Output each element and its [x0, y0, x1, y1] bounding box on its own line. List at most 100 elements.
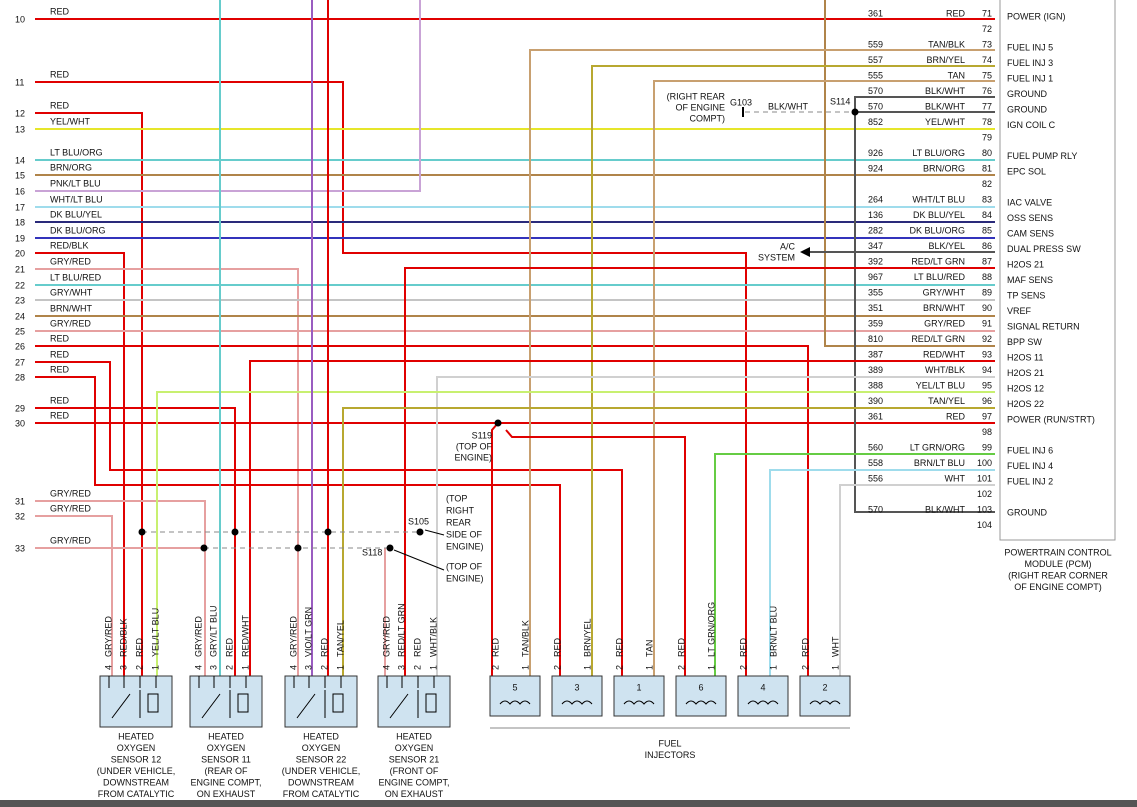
- sensor-caption: DOWNSTREAM: [103, 777, 169, 787]
- wire-color: TAN/BLK: [928, 39, 965, 49]
- sensor-caption: SENSOR 11: [201, 754, 251, 764]
- wire-color: LT BLU/ORG: [50, 147, 103, 157]
- splice-dot: [294, 544, 302, 552]
- pin-function: POWER (RUN/STRT): [1007, 414, 1095, 424]
- wire-color: LT BLU/RED: [914, 272, 966, 282]
- pin-number: 3: [118, 665, 128, 670]
- sensor-symbol: [296, 690, 344, 719]
- wire-color: LT BLU/RED: [50, 272, 102, 282]
- splice-location: ENGINE): [446, 541, 484, 551]
- pin-function: OSS SENS: [1007, 213, 1053, 223]
- pcm-pin: 80: [982, 148, 992, 158]
- pin-color: RED: [412, 637, 422, 657]
- splice-dot: [416, 528, 424, 536]
- pin-color: BRN/YEL: [582, 618, 592, 657]
- pin-function: FUEL INJ 1: [1007, 73, 1053, 83]
- splice-dot: [231, 528, 239, 536]
- wire: [653, 80, 995, 690]
- wire-color: GRY/RED: [50, 488, 91, 498]
- sensor-caption: OXYGEN: [207, 743, 246, 753]
- wire-number: 29: [15, 403, 25, 413]
- pcm-pin: 85: [982, 225, 992, 235]
- wire-color: BLK/YEL: [928, 241, 965, 251]
- pcm-title: OF ENGINE COMPT): [1014, 582, 1102, 592]
- wire-color: WHT/LT BLU: [912, 194, 965, 204]
- wire-color: RED: [50, 349, 70, 359]
- pcm-pin: 95: [982, 380, 992, 390]
- circuit-number: 560: [868, 442, 883, 452]
- pin-function: IAC VALVE: [1007, 197, 1052, 207]
- pin-function: H2OS 12: [1007, 383, 1044, 393]
- pin-color: RED/LT GRN: [396, 603, 406, 657]
- wire: [342, 407, 995, 690]
- wire-color: RED/WHT: [923, 349, 965, 359]
- sensor-caption: SENSOR 12: [111, 754, 162, 764]
- pin-color: GRY/RED: [288, 616, 298, 657]
- pin-number: 2: [676, 665, 686, 670]
- splice-location: RIGHT: [446, 505, 475, 515]
- splice-location: REAR: [446, 517, 472, 527]
- sensor-caption: FROM CATALYTIC: [98, 789, 175, 799]
- pcm-box: [999, 0, 1116, 541]
- wire-color: RED: [50, 100, 70, 110]
- wire: [156, 391, 995, 690]
- splice-dot: [138, 528, 146, 536]
- pcm-pin: 83: [982, 194, 992, 204]
- wire-number: 28: [15, 372, 25, 382]
- wire-number: 10: [15, 14, 25, 24]
- wire-color: GRY/RED: [50, 256, 91, 266]
- circuit-number: 282: [868, 225, 883, 235]
- sensor-caption: DOWNSTREAM: [288, 777, 354, 787]
- pcm-pin: 90: [982, 303, 992, 313]
- pcm-pin: 98: [982, 427, 992, 437]
- wire-color: GRY/RED: [50, 535, 91, 545]
- pin-function: CAM SENS: [1007, 228, 1054, 238]
- pin-number: 2: [490, 665, 500, 670]
- ground-name: G103: [730, 97, 752, 107]
- pin-number: 2: [224, 665, 234, 670]
- pin-color: RED: [319, 637, 329, 657]
- ground-location: COMPT): [690, 113, 726, 123]
- wire-number: 19: [15, 233, 25, 243]
- circuit-number: 264: [868, 194, 883, 204]
- wire-number: 18: [15, 217, 25, 227]
- pin-number: 2: [614, 665, 624, 670]
- pin-function: MAF SENS: [1007, 275, 1053, 285]
- pcm-pin: 91: [982, 318, 992, 328]
- wire-number: 20: [15, 248, 25, 258]
- pin-color: YEL/LT BLU: [150, 608, 160, 657]
- circuit-number: 361: [868, 8, 883, 18]
- injector-coil: [623, 700, 655, 705]
- wire: [839, 484, 995, 690]
- injector-box: [613, 675, 665, 717]
- pin-function: FUEL INJ 3: [1007, 58, 1053, 68]
- circuit-number: 387: [868, 349, 883, 359]
- wire-color: GRY/RED: [50, 318, 91, 328]
- splice-location: SIDE OF: [446, 529, 483, 539]
- circuit-number: 924: [868, 163, 883, 173]
- wire-color: RED: [946, 411, 966, 421]
- sensor-caption: ON EXHAUST: [197, 789, 256, 799]
- pin-number: 2: [134, 665, 144, 670]
- circuit-number: 136: [868, 210, 883, 220]
- pin-number: 1: [768, 665, 778, 670]
- pin-function: H2OS 11: [1007, 352, 1043, 362]
- circuit-number: 558: [868, 458, 883, 468]
- pin-color: TAN/BLK: [520, 620, 530, 657]
- splice-name: S119: [472, 430, 492, 440]
- wire-color: DK BLU/YEL: [50, 209, 102, 219]
- sensor-symbol: [389, 690, 437, 719]
- injector-box: [737, 675, 789, 717]
- wire-color: GRY/WHT: [50, 287, 93, 297]
- injector-caption: INJECTORS: [645, 750, 696, 760]
- circuit-number: 359: [868, 318, 883, 328]
- pin-color: GRY/RED: [193, 616, 203, 657]
- pin-color: RED/BLK: [118, 618, 128, 657]
- wire: [769, 469, 995, 690]
- wire-number: 26: [15, 341, 25, 351]
- pcm-pin: 79: [982, 132, 992, 142]
- circuit-number: 390: [868, 396, 883, 406]
- wire-color: WHT/LT BLU: [50, 194, 103, 204]
- circuit-number: 570: [868, 504, 883, 514]
- wire-color: BRN/LT BLU: [914, 458, 965, 468]
